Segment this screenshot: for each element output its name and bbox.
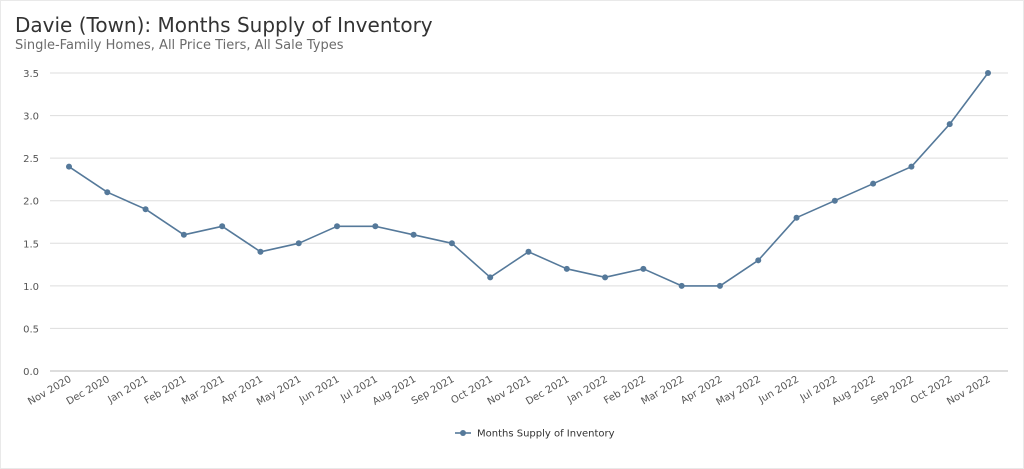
data-point <box>104 189 111 196</box>
data-point <box>563 265 570 272</box>
x-tick-label: Sep 2021 <box>410 374 457 407</box>
legend[interactable]: Months Supply of Inventory <box>455 429 615 440</box>
data-point <box>985 70 991 76</box>
y-axis-ticks: 0.0 0.5 1.0 1.5 2.0 2.5 3.0 3.5 <box>23 69 39 378</box>
data-point <box>448 240 455 247</box>
x-tick-label: Jun 2021 <box>297 374 342 406</box>
data-point <box>870 180 877 187</box>
series-group <box>66 70 991 289</box>
data-point <box>602 274 609 281</box>
data-point <box>525 248 532 255</box>
data-point <box>334 223 341 230</box>
x-tick-label: Dec 2020 <box>65 374 112 408</box>
x-tick-label: Jan 2022 <box>565 374 610 406</box>
y-tick-label: 2.5 <box>23 154 39 165</box>
data-point <box>257 248 264 255</box>
x-tick-label: Jun 2022 <box>756 374 801 406</box>
data-point <box>793 214 800 221</box>
data-point <box>716 282 723 289</box>
data-point <box>755 257 762 264</box>
data-point <box>831 197 838 204</box>
x-tick-label: Aug 2021 <box>371 374 418 408</box>
data-point <box>219 223 226 230</box>
y-tick-label: 3.5 <box>23 69 39 80</box>
y-tick-label: 0.5 <box>23 324 39 335</box>
data-point <box>66 163 72 170</box>
data-point <box>142 206 149 213</box>
x-tick-label: Mar 2022 <box>640 374 687 407</box>
x-tick-label: Jan 2021 <box>106 374 151 406</box>
y-tick-label: 3.0 <box>23 112 39 123</box>
x-tick-label: Sep 2022 <box>869 374 916 407</box>
x-tick-label: Mar 2021 <box>180 374 227 407</box>
data-point <box>908 163 915 170</box>
data-point <box>410 231 417 238</box>
data-point <box>678 282 685 289</box>
data-point <box>946 121 953 128</box>
legend-marker-icon <box>460 430 466 436</box>
y-tick-label: 1.5 <box>23 239 39 250</box>
chart-title: Davie (Town): Months Supply of Inventory <box>15 13 433 37</box>
x-tick-label: Aug 2022 <box>830 374 877 408</box>
y-tick-label: 1.0 <box>23 282 39 293</box>
data-point <box>180 231 187 238</box>
y-tick-label: 2.0 <box>23 197 39 208</box>
chart-subtitle: Single-Family Homes, All Price Tiers, Al… <box>15 38 344 53</box>
x-tick-label: Dec 2021 <box>524 374 571 408</box>
data-point <box>372 223 379 230</box>
x-tick-label: Nov 2022 <box>945 374 992 408</box>
legend-label: Months Supply of Inventory <box>477 429 615 440</box>
y-tick-label: 0.0 <box>23 367 39 378</box>
grid-lines <box>50 72 1008 372</box>
data-point <box>295 240 302 247</box>
data-point <box>487 274 494 281</box>
data-point <box>640 265 647 272</box>
